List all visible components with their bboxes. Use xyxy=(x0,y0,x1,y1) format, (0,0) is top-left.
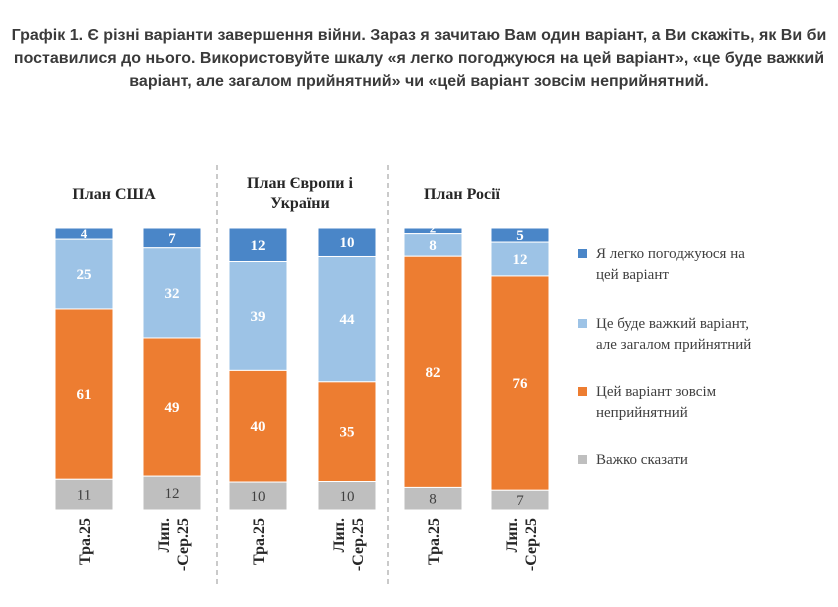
bar-segment xyxy=(490,489,550,511)
group-label: План Росії xyxy=(424,186,501,203)
bar-segment xyxy=(228,369,288,483)
legend-entry: Важко сказати xyxy=(596,452,688,468)
group-label: План США xyxy=(72,186,156,203)
data-label: 61 xyxy=(77,387,92,403)
legend-swatch xyxy=(578,319,587,328)
bar-segment xyxy=(228,481,288,511)
bar-segment xyxy=(54,308,114,480)
bar-segment xyxy=(403,486,463,511)
legend-entry: Я легко погоджуюся на цей варіант xyxy=(596,246,745,283)
category-label: Тра.25 xyxy=(426,518,443,565)
data-label: 82 xyxy=(426,365,441,381)
legend-swatch xyxy=(578,249,587,258)
data-label: 4 xyxy=(81,226,88,241)
data-label: 39 xyxy=(251,309,266,325)
legend-entry: Цей варіант зовсім неприйнятний xyxy=(596,384,717,421)
data-label: 7 xyxy=(168,231,176,247)
category-label: Лип. -Сер.25 xyxy=(331,518,367,571)
category-label: Лип. -Сер.25 xyxy=(504,518,540,571)
data-label: 35 xyxy=(340,425,355,441)
legend-entry: Це буде важкий варіант, але загалом прийн… xyxy=(596,316,751,353)
category-label: Тра.25 xyxy=(251,518,268,565)
data-label: 44 xyxy=(340,312,356,328)
data-label: 40 xyxy=(251,419,266,435)
data-label: 7 xyxy=(516,493,524,509)
bar-segment xyxy=(142,247,202,339)
bar-segment xyxy=(403,255,463,488)
data-label: 11 xyxy=(77,488,91,504)
data-label: 8 xyxy=(429,492,437,508)
data-label: 12 xyxy=(513,252,528,268)
bar-segment xyxy=(490,275,550,491)
data-label: 25 xyxy=(77,267,92,283)
data-label: 10 xyxy=(251,489,266,505)
bar-segment xyxy=(142,475,202,511)
group-label: План Європи і України xyxy=(247,175,353,212)
bar-segment xyxy=(317,481,377,511)
legend-swatch xyxy=(578,387,587,396)
bar-segment xyxy=(490,241,550,277)
bar-segment xyxy=(54,238,114,310)
data-label: 5 xyxy=(516,228,524,244)
category-label: Лип. -Сер.25 xyxy=(156,518,192,571)
data-label: 8 xyxy=(429,238,437,254)
category-label: Тра.25 xyxy=(77,518,94,565)
data-label: 12 xyxy=(251,238,266,254)
bar-segment xyxy=(317,227,377,257)
bar-segment xyxy=(228,261,288,371)
bar-segment xyxy=(142,337,202,477)
data-label: 12 xyxy=(165,486,180,502)
data-label: 10 xyxy=(340,489,355,505)
bar-segment xyxy=(317,255,377,383)
data-label: 49 xyxy=(165,400,180,416)
legend-swatch xyxy=(578,455,587,464)
data-label: 76 xyxy=(513,376,529,392)
bar-segment xyxy=(317,381,377,483)
data-label: 10 xyxy=(340,235,355,251)
bar-segment xyxy=(54,478,114,511)
data-label: 32 xyxy=(165,286,180,302)
data-label: 2 xyxy=(430,221,437,236)
chart-title: Графік 1. Є різні варіанти завершення ві… xyxy=(11,27,827,90)
